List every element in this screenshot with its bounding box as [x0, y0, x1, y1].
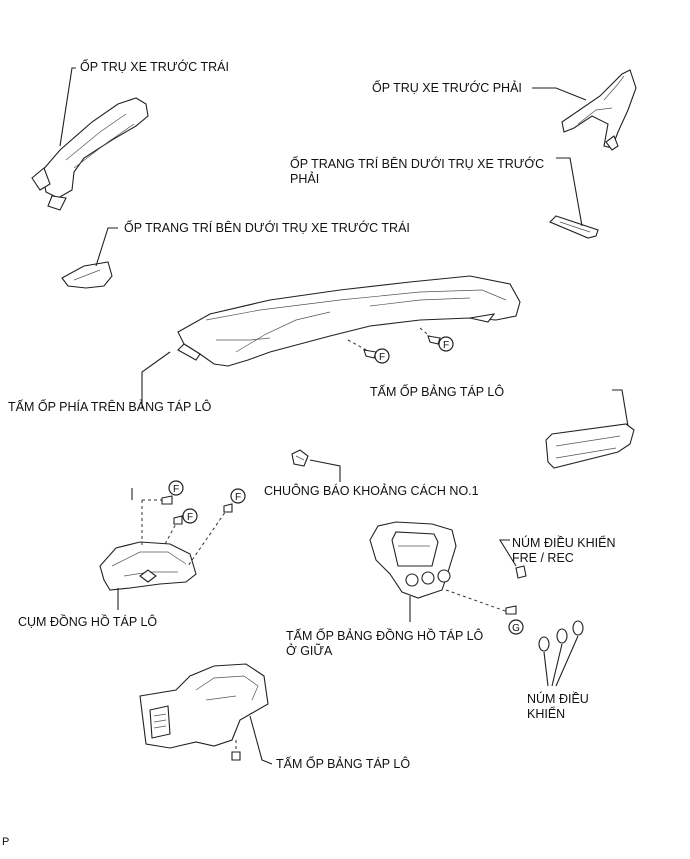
screw-f-meter-c: [223, 503, 233, 513]
svg-text:G: G: [512, 623, 520, 634]
page-code: P: [2, 836, 10, 848]
fastener-marker-g: G: [508, 619, 524, 635]
label-front-pillar-left: ỐP TRỤ XE TRƯỚC TRÁI: [80, 60, 229, 74]
screw-f-upper-b: [419, 327, 441, 345]
screw-f-meter-b: [173, 515, 183, 525]
combination-meter-part: [99, 488, 229, 610]
label-combination-meter: CỤM ĐỒNG HỒ TÁP LÔ: [18, 615, 158, 629]
label-upper-dash-panel: TẤM ỐP PHÍA TRÊN BẢNG TÁP LÔ: [8, 400, 212, 414]
fastener-marker-f-3: F: [168, 480, 184, 496]
fastener-marker-f-5: F: [230, 488, 246, 504]
fre-rec-knob-part: [499, 539, 527, 579]
screw-f-meter-a: [161, 495, 173, 505]
clearance-buzzer-part: [291, 449, 341, 482]
svg-text:F: F: [187, 512, 193, 523]
label-clearance-buzzer: CHUÔNG BÁO KHOẢNG CÁCH NO.1: [264, 484, 479, 498]
label-control-knobs: NÚM ĐIỀU KHIỂN: [527, 692, 589, 721]
front-pillar-right-part: [532, 69, 637, 151]
fastener-marker-f-1: F: [374, 348, 390, 364]
lower-pillar-trim-left-part: [61, 227, 118, 289]
screw-f-upper-a: [347, 339, 377, 359]
fastener-marker-f-2: F: [438, 336, 454, 352]
screw-g: [505, 605, 517, 615]
dash-panel-right-part: [545, 389, 635, 469]
control-knobs-part: [538, 620, 584, 687]
label-center-cluster-panel: TẤM ỐP BẢNG ĐỒNG HỒ TÁP LÔ Ở GIỮA: [286, 629, 484, 658]
lower-pillar-trim-right-part: [549, 157, 599, 239]
svg-text:F: F: [235, 492, 241, 503]
label-dash-panel-right: TẤM ỐP BẢNG TÁP LÔ: [370, 385, 505, 399]
svg-text:F: F: [379, 352, 385, 363]
upper-dash-panel-part: [141, 275, 521, 408]
label-front-pillar-right: ỐP TRỤ XE TRƯỚC PHẢI: [372, 81, 522, 95]
label-lower-pillar-trim-right: ỐP TRANG TRÍ BÊN DƯỚI TRỤ XE TRƯỚC PHẢI: [290, 157, 545, 186]
dash-panel-lower-part: [139, 663, 273, 765]
label-lower-pillar-trim-left: ỐP TRANG TRÍ BÊN DƯỚI TRỤ XE TRƯỚC TRÁI: [124, 221, 410, 235]
svg-text:F: F: [173, 484, 179, 495]
svg-text:F: F: [443, 340, 449, 351]
label-dash-panel-lower: TẤM ỐP BẢNG TÁP LÔ: [276, 757, 411, 771]
fastener-marker-f-4: F: [182, 508, 198, 524]
front-pillar-left-part: [31, 67, 149, 211]
center-cluster-panel-part: [369, 521, 509, 622]
label-fre-rec-knob: NÚM ĐIỀU KHIỂN FRE / REC: [512, 536, 616, 565]
